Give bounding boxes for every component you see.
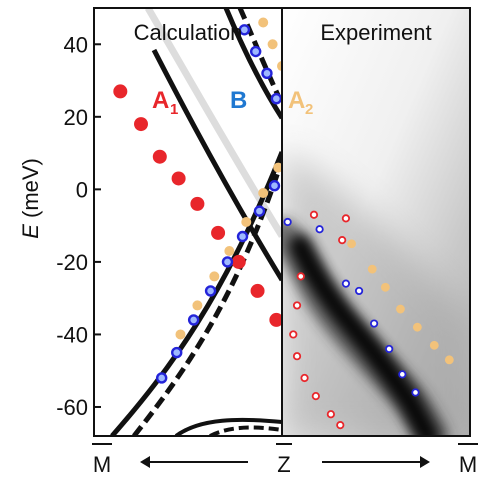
panel-title-calculation: Calculation <box>134 20 243 45</box>
calc-point-a1-3 <box>171 171 186 186</box>
exp-point-a2-3 <box>396 304 405 314</box>
calc-point-a1-2 <box>152 149 167 164</box>
x-axis-labels: M Z M <box>92 443 478 477</box>
x-label-right: M <box>459 452 477 477</box>
band-label-a2: A 2 <box>288 87 313 118</box>
y-axis: 40 20 0 -20 -40 -60 <box>56 32 101 420</box>
band-line-bottom-1 <box>174 417 282 436</box>
arrow-right-head <box>420 456 430 468</box>
calc-point-b-6 <box>236 230 249 243</box>
calc-point-b-1 <box>249 45 262 58</box>
band-line-a1 <box>151 48 282 282</box>
band-label-b-main: B <box>230 87 247 114</box>
calculation-points <box>113 17 282 384</box>
calc-point-a2-0 <box>258 17 269 28</box>
calc-point-a1-8 <box>269 312 282 327</box>
calc-point-a2-6 <box>224 246 235 257</box>
exp-point-a1-5 <box>289 330 298 339</box>
calc-point-a1-4 <box>190 196 205 211</box>
calc-point-b-0 <box>238 24 251 36</box>
exp-point-a1-4 <box>292 301 302 310</box>
y-tick-label-20: 20 <box>64 105 88 130</box>
calc-point-a1-6 <box>231 254 246 269</box>
calc-point-b-10 <box>171 346 183 359</box>
y-axis-label: E (meV) <box>18 158 43 239</box>
x-label-left: M <box>93 452 111 477</box>
exp-point-a1-10 <box>336 421 345 430</box>
calc-point-a2-5 <box>241 217 252 227</box>
calc-point-a2-7 <box>209 271 220 282</box>
calc-point-b-7 <box>221 256 234 268</box>
y-tick-label-0: 0 <box>76 177 88 202</box>
intensity-broad <box>282 150 470 436</box>
calc-point-a1-7 <box>250 283 265 298</box>
exp-point-b-0 <box>283 217 292 227</box>
exp-point-b-5 <box>385 344 394 354</box>
exp-point-a2-1 <box>367 264 377 274</box>
calc-point-b-2 <box>261 67 273 79</box>
y-tick-label--20: -20 <box>56 250 88 275</box>
calc-point-b-5 <box>253 205 266 217</box>
exp-point-a1-2 <box>338 236 347 245</box>
band-label-a2-sub: 2 <box>305 101 313 118</box>
band-label-a2-main: A <box>288 87 305 114</box>
y-tick-label--40: -40 <box>56 322 88 347</box>
arrow-left-head <box>140 456 150 468</box>
y-axis-label-unit: (meV) <box>18 158 43 218</box>
exp-point-a1-8 <box>311 392 320 401</box>
band-label-a1-main: A <box>152 87 169 114</box>
exp-point-b-7 <box>411 388 420 397</box>
exp-point-b-1 <box>315 225 324 234</box>
band-line-bottom-2 <box>209 425 282 436</box>
exp-point-a2-5 <box>429 340 439 350</box>
calc-point-b-3 <box>270 92 282 105</box>
calc-point-b-4 <box>268 180 281 192</box>
calc-point-a2-1 <box>267 39 278 50</box>
arpes-intensity <box>282 150 470 436</box>
exp-point-a1-3 <box>296 272 305 281</box>
calc-point-a2-9 <box>175 329 186 340</box>
calc-point-b-9 <box>187 314 200 326</box>
calc-point-a1-1 <box>134 117 148 132</box>
exp-point-b-2 <box>341 279 351 288</box>
calc-point-a2-2 <box>277 61 282 72</box>
panel-title-experiment: Experiment <box>320 20 431 45</box>
y-tick-label--60: -60 <box>56 395 88 420</box>
exp-point-b-4 <box>370 319 379 328</box>
exp-point-a2-6 <box>444 355 454 365</box>
exp-point-a2-4 <box>412 322 422 332</box>
exp-point-a1-1 <box>341 214 351 223</box>
calc-point-b-8 <box>204 285 217 297</box>
calc-point-b-11 <box>155 372 168 384</box>
band-label-a1-sub: 1 <box>170 101 178 118</box>
calc-point-a1-0 <box>113 84 128 99</box>
exp-point-a1-9 <box>326 410 335 419</box>
calc-point-a1-5 <box>211 225 226 240</box>
exp-point-a1-6 <box>292 352 302 361</box>
exp-point-a1-7 <box>300 373 309 383</box>
experiment-points <box>283 210 454 430</box>
exp-point-a2-2 <box>381 282 390 292</box>
band-label-b: B <box>230 87 247 114</box>
calc-point-a2-8 <box>192 300 203 311</box>
band-label-a1: A 1 <box>152 87 178 118</box>
exp-point-a2-0 <box>347 239 356 249</box>
x-label-center: Z <box>277 452 290 477</box>
calc-point-a2-3 <box>273 162 282 173</box>
y-axis-label-symbol: E <box>18 224 43 239</box>
exp-point-b-3 <box>354 286 364 296</box>
y-tick-label-40: 40 <box>64 32 88 57</box>
plot-frame <box>93 7 471 437</box>
calc-point-a2-4 <box>258 187 269 198</box>
exp-point-a1-0 <box>309 210 319 219</box>
exp-point-b-6 <box>398 370 407 379</box>
upper-band-faded <box>144 8 282 238</box>
intensity-band-core <box>289 235 439 436</box>
band-line-b-upper <box>223 8 282 120</box>
